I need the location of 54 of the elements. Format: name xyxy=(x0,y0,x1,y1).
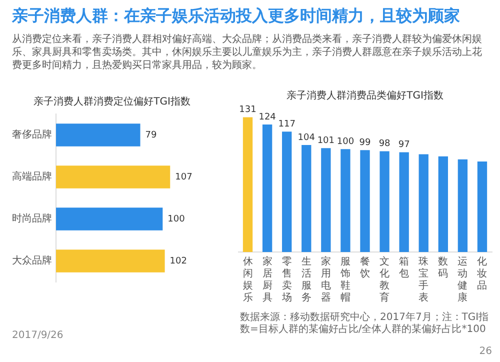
y-tick-label: 时尚品牌 xyxy=(12,212,52,225)
x-tick-label: 家用电器 xyxy=(320,256,331,304)
bar xyxy=(56,166,170,188)
x-tick-label: 服饰鞋帽 xyxy=(339,256,350,304)
x-tick-label: 化妆品 xyxy=(477,256,488,292)
bar xyxy=(399,152,409,252)
bar xyxy=(418,154,428,252)
bar xyxy=(360,150,370,252)
bar xyxy=(458,159,468,252)
x-tick-label: 运动健康 xyxy=(458,256,468,304)
data-label: 124 xyxy=(258,112,276,122)
text: 亲子消费人群：在亲子娱乐活动投入更多时间精力，且较为顾家 xyxy=(12,6,461,27)
data-label: 100 xyxy=(168,214,186,224)
y-tick-label: 奢侈品牌 xyxy=(12,128,52,141)
bar xyxy=(282,132,292,252)
chart-title: 亲子消费人群消费定位偏好TGI指数 xyxy=(34,96,190,108)
x-tick-label: 珠宝手表 xyxy=(418,256,429,304)
bar xyxy=(56,250,165,272)
chart-title: 亲子消费人群消费品类偏好TGI指数 xyxy=(286,90,444,102)
data-label: 104 xyxy=(298,132,316,143)
y-tick-label: 高端品牌 xyxy=(12,170,52,183)
text: 2017/9/26 xyxy=(12,330,64,341)
bar xyxy=(56,208,163,230)
data-label: 107 xyxy=(175,172,192,182)
text: 26 xyxy=(479,346,492,357)
text: 从消费定位来看，亲子消费人群相对偏好高端、大众品牌；从消费品类来看，亲子消费人群较为偏爱休闲娱乐、家具厨具和零售卖场类。其中，休闲娱乐主要以儿童娱乐为主，亲子消费人群愿意在亲子娱乐活动上花费更多时间精力，且热爱购买日常家具用品，较为顾家。 xyxy=(12,33,483,72)
x-tick-label: 生活服务 xyxy=(301,256,312,304)
source-note: 数据来源：移动数据研究中心，2017年7月；注：TGI指数=目标人群的某偏好占比/全体人群的某偏好占比*100 xyxy=(240,312,490,336)
data-label: 102 xyxy=(170,256,187,266)
bar xyxy=(340,149,350,252)
bar xyxy=(477,161,488,252)
data-label: 79 xyxy=(145,130,157,140)
x-tick-label: 箱包 xyxy=(399,256,410,280)
data-label: 100 xyxy=(336,136,354,147)
data-label: 101 xyxy=(317,136,335,146)
y-tick-label: 大众品牌 xyxy=(12,254,52,267)
data-label: 98 xyxy=(378,139,391,150)
bar xyxy=(56,124,140,146)
data-label: 131 xyxy=(239,105,256,116)
data-label: 97 xyxy=(398,140,410,150)
bar xyxy=(242,117,253,252)
bar xyxy=(380,151,390,252)
x-tick-label: 零售卖场 xyxy=(280,256,292,304)
data-label: 99 xyxy=(359,138,371,148)
bar xyxy=(262,124,272,252)
data-label: 117 xyxy=(278,120,296,130)
x-tick-label: 餐饮 xyxy=(359,256,370,280)
bar xyxy=(438,156,448,252)
x-tick-label: 数码 xyxy=(438,256,448,280)
x-tick-label: 文化教育 xyxy=(380,256,390,304)
bar xyxy=(321,148,331,252)
x-tick-label: 家居厨具 xyxy=(262,256,272,304)
x-tick-label: 休闲娱乐 xyxy=(242,256,253,304)
bar xyxy=(302,145,312,252)
